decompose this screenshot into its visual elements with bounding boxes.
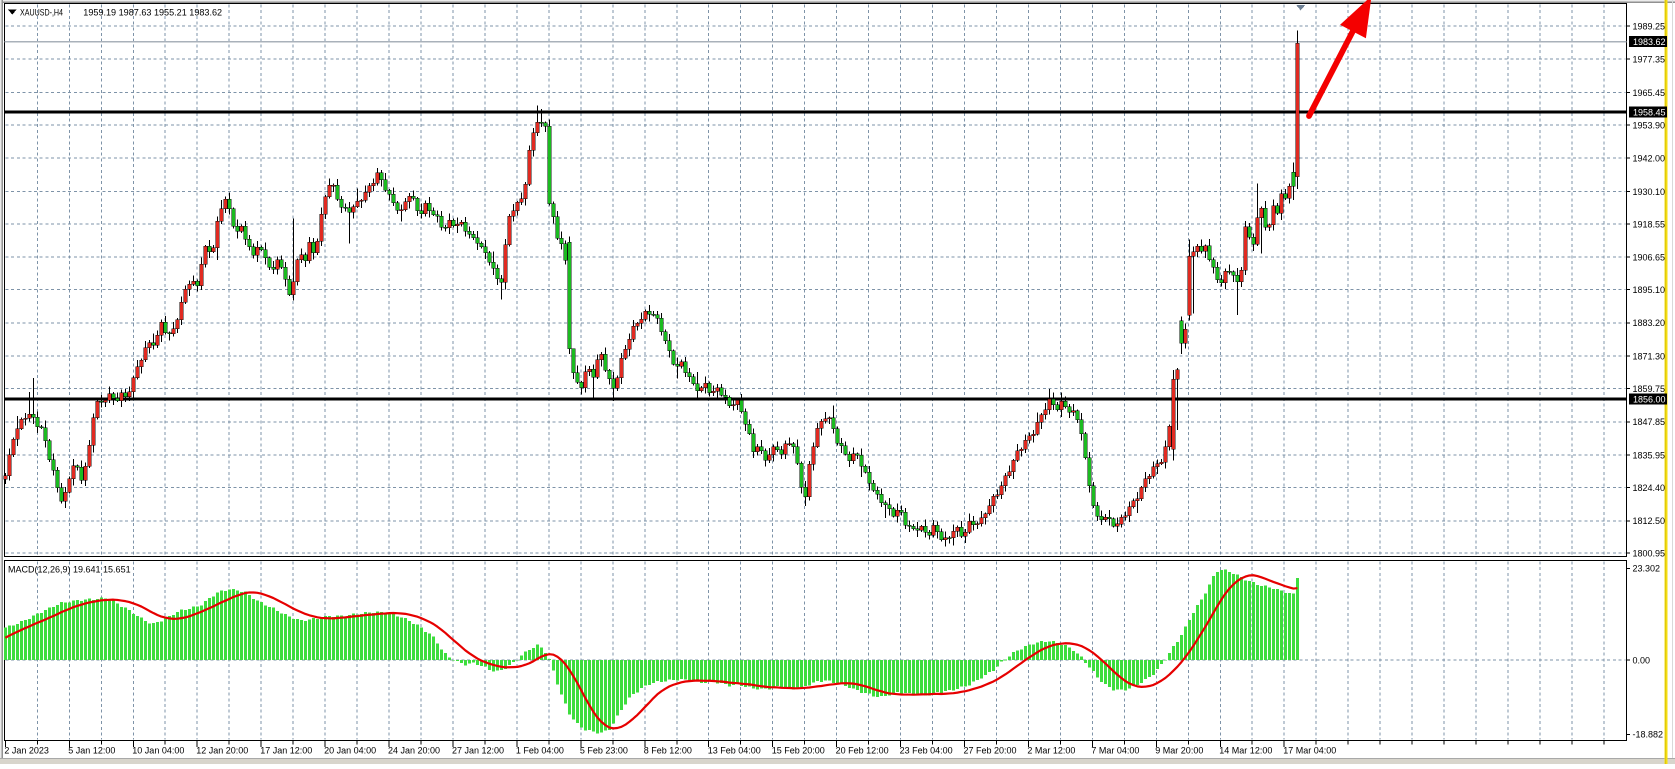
- svg-text:27 Jan 12:00: 27 Jan 12:00: [452, 746, 504, 756]
- svg-text:1800.95: 1800.95: [1633, 549, 1666, 559]
- svg-text:1 Feb 04:00: 1 Feb 04:00: [516, 746, 564, 756]
- svg-text:5 Jan 12:00: 5 Jan 12:00: [68, 746, 115, 756]
- svg-text:XAUUSD-,H4: XAUUSD-,H4: [20, 8, 63, 18]
- svg-text:7 Mar 04:00: 7 Mar 04:00: [1091, 746, 1139, 756]
- svg-text:8 Feb 12:00: 8 Feb 12:00: [644, 746, 692, 756]
- svg-text:1958.45: 1958.45: [1633, 108, 1666, 118]
- svg-text:1835.95: 1835.95: [1633, 451, 1666, 461]
- svg-text:1918.55: 1918.55: [1633, 219, 1666, 229]
- svg-text:20 Feb 12:00: 20 Feb 12:00: [836, 746, 889, 756]
- svg-text:0.00: 0.00: [1633, 655, 1651, 665]
- svg-text:9 Mar 20:00: 9 Mar 20:00: [1155, 746, 1203, 756]
- svg-text:14 Mar 12:00: 14 Mar 12:00: [1219, 746, 1272, 756]
- svg-text:1883.20: 1883.20: [1633, 318, 1666, 328]
- svg-text:1906.65: 1906.65: [1633, 253, 1666, 263]
- svg-text:1812.50: 1812.50: [1633, 516, 1666, 526]
- svg-text:17 Jan 12:00: 17 Jan 12:00: [260, 746, 312, 756]
- svg-text:23 Feb 04:00: 23 Feb 04:00: [900, 746, 953, 756]
- svg-text:1856.00: 1856.00: [1633, 394, 1666, 404]
- svg-text:1989.25: 1989.25: [1633, 21, 1666, 31]
- svg-text:15 Feb 20:00: 15 Feb 20:00: [772, 746, 825, 756]
- svg-text:17 Mar 04:00: 17 Mar 04:00: [1283, 746, 1336, 756]
- svg-text:1930.10: 1930.10: [1633, 187, 1666, 197]
- svg-text:MACD(12,26,9) 19.641 15.651: MACD(12,26,9) 19.641 15.651: [8, 565, 131, 575]
- svg-text:23.302: 23.302: [1633, 564, 1661, 574]
- svg-text:1895.10: 1895.10: [1633, 285, 1666, 295]
- svg-text:24 Jan 20:00: 24 Jan 20:00: [388, 746, 440, 756]
- svg-text:1977.35: 1977.35: [1633, 55, 1666, 65]
- svg-text:2 Jan 2023: 2 Jan 2023: [4, 746, 49, 756]
- svg-text:10 Jan 04:00: 10 Jan 04:00: [132, 746, 184, 756]
- svg-text:1871.30: 1871.30: [1633, 352, 1666, 362]
- svg-text:1953.90: 1953.90: [1633, 120, 1666, 130]
- svg-text:-18.882: -18.882: [1633, 730, 1664, 740]
- svg-text:1983.62: 1983.62: [1633, 37, 1666, 47]
- svg-text:13 Feb 04:00: 13 Feb 04:00: [708, 746, 761, 756]
- svg-text:1824.40: 1824.40: [1633, 483, 1666, 493]
- svg-text:2 Mar 12:00: 2 Mar 12:00: [1027, 746, 1075, 756]
- svg-text:1942.00: 1942.00: [1633, 154, 1666, 164]
- svg-text:1847.85: 1847.85: [1633, 417, 1666, 427]
- svg-text:27 Feb 20:00: 27 Feb 20:00: [964, 746, 1017, 756]
- svg-text:1859.75: 1859.75: [1633, 384, 1666, 394]
- svg-text:12 Jan 20:00: 12 Jan 20:00: [196, 746, 248, 756]
- svg-text:5 Feb 23:00: 5 Feb 23:00: [580, 746, 628, 756]
- svg-text:1965.45: 1965.45: [1633, 88, 1666, 98]
- svg-text:1959.19 1987.63 1955.21 1983.6: 1959.19 1987.63 1955.21 1983.62: [83, 8, 222, 18]
- svg-text:20 Jan 04:00: 20 Jan 04:00: [324, 746, 376, 756]
